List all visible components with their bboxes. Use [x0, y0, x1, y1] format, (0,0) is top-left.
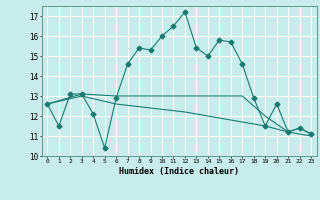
X-axis label: Humidex (Indice chaleur): Humidex (Indice chaleur): [119, 167, 239, 176]
